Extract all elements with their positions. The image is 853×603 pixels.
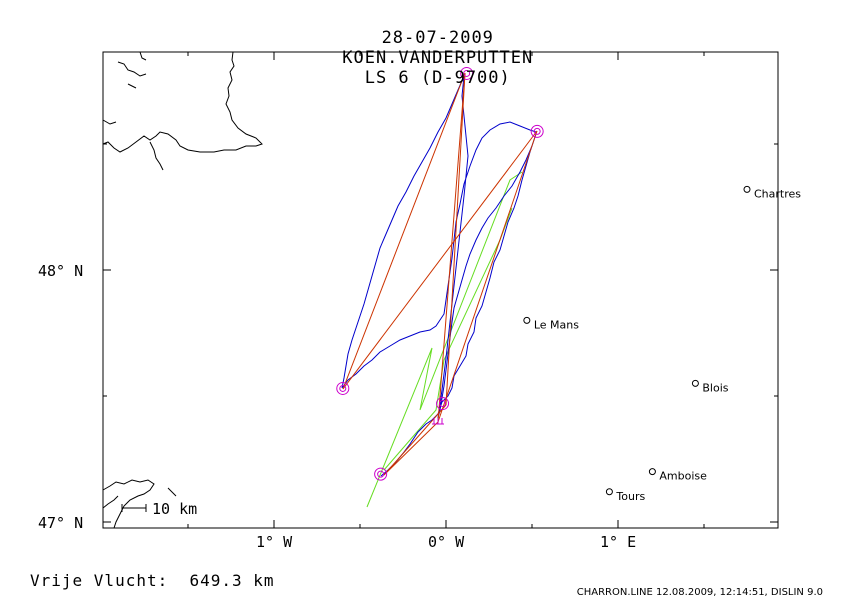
coastline-north <box>102 51 263 171</box>
frame-ticks <box>103 52 778 528</box>
distance-label: Vrije Vlucht: <box>30 571 169 590</box>
start-marker <box>432 418 444 425</box>
turnpoint-circle-icon <box>339 384 347 392</box>
turnpoint-circle-icon <box>460 66 474 80</box>
lon-label-0w: 0° W <box>428 533 465 551</box>
city-label: Tours <box>615 490 645 503</box>
scale-bar-label: 10 km <box>152 500 197 518</box>
flight-date: 28-07-2009 <box>381 28 494 48</box>
city-label: Amboise <box>659 470 707 483</box>
scale-bar <box>121 504 147 512</box>
turnpoint-circle-icon <box>463 69 471 77</box>
city-label: Blois <box>702 381 728 394</box>
city-marker-icon <box>605 488 613 496</box>
turnpoint-circle-icon <box>377 470 385 478</box>
city-marker-icon <box>743 185 751 193</box>
city-label: Le Mans <box>534 318 579 331</box>
distance-summary: Vrije Vlucht: 649.3 km <box>30 571 275 590</box>
turnpoint-circle-icon <box>533 127 541 135</box>
flight-header: 28-07-2009 KOEN.VANDERPUTTEN LS 6 (D-970… <box>0 8 853 88</box>
turnpoint-circle-icon <box>374 467 388 481</box>
lat-label-48: 48° N <box>38 262 83 280</box>
turnpoints-layer <box>336 66 544 481</box>
turnpoint-circle-icon <box>436 397 450 411</box>
pilot-name: KOEN.VANDERPUTTEN <box>342 48 534 68</box>
city-marker-icon <box>648 468 656 476</box>
lat-label-47: 47° N <box>38 514 83 532</box>
lon-label-1e: 1° E <box>600 533 636 551</box>
turnpoint-circle-icon <box>439 400 447 408</box>
city-marker-icon <box>691 379 699 387</box>
distance-value: 649.3 km <box>189 571 275 590</box>
credits: CHARRON.LINE 12.08.2009, 12:14:51, DISLI… <box>576 587 823 598</box>
map-frame <box>102 51 779 529</box>
glider-type: LS 6 (D-9700) <box>364 68 511 88</box>
turnpoint-circle-icon <box>530 124 544 138</box>
city-label: Chartres <box>754 187 801 200</box>
task-legs <box>342 72 538 476</box>
lon-label-1w: 1° W <box>256 533 293 551</box>
city-marker-icon <box>523 316 531 324</box>
turnpoint-circle-icon <box>336 381 350 395</box>
gps-track <box>341 75 537 477</box>
cities-layer: Chartres Le Mans Blois Amboise Tours <box>523 185 801 503</box>
